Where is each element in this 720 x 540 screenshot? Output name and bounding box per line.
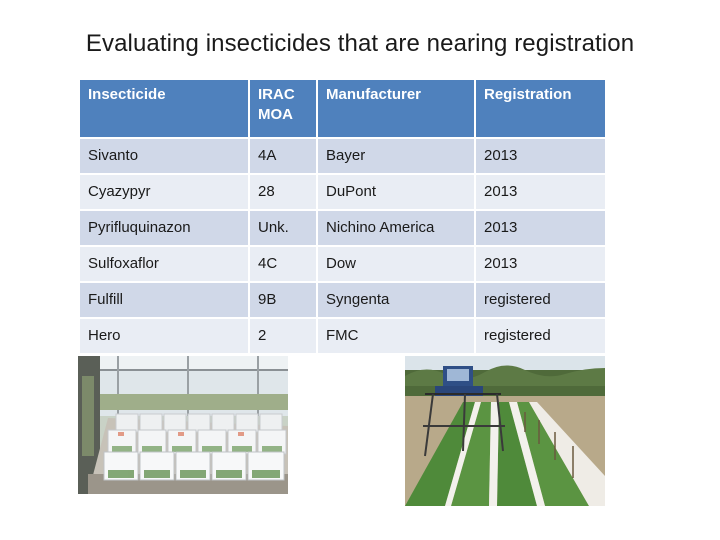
cell-registration: registered: [474, 317, 607, 355]
table-row: Hero 2 FMC registered: [78, 317, 607, 355]
table-row: Sulfoxaflor 4C Dow 2013: [78, 245, 607, 283]
field-sprayer-photo: [405, 356, 605, 506]
cell-manufacturer: Nichino America: [316, 209, 476, 247]
table-row: Pyrifluquinazon Unk. Nichino America 201…: [78, 209, 607, 247]
table-row: Fulfill 9B Syngenta registered: [78, 281, 607, 319]
slide-title: Evaluating insecticides that are nearing…: [85, 30, 635, 57]
insecticide-table: Insecticide IRAC MOA Manufacturer Regist…: [78, 78, 607, 355]
cell-insecticide: Hero: [78, 317, 250, 355]
table-header-row: Insecticide IRAC MOA Manufacturer Regist…: [78, 78, 607, 139]
cell-irac-moa: 9B: [248, 281, 318, 319]
greenhouse-cages-photo: [78, 356, 288, 494]
cell-registration: 2013: [474, 209, 607, 247]
cell-irac-moa: 4C: [248, 245, 318, 283]
cell-manufacturer: Dow: [316, 245, 476, 283]
cell-manufacturer: FMC: [316, 317, 476, 355]
cell-registration: 2013: [474, 245, 607, 283]
header-insecticide: Insecticide: [78, 78, 250, 139]
cell-insecticide: Sivanto: [78, 137, 250, 175]
cell-insecticide: Pyrifluquinazon: [78, 209, 250, 247]
cell-registration: registered: [474, 281, 607, 319]
cell-irac-moa: 2: [248, 317, 318, 355]
cell-insecticide: Sulfoxaflor: [78, 245, 250, 283]
header-registration: Registration: [474, 78, 607, 139]
cell-manufacturer: Syngenta: [316, 281, 476, 319]
cell-insecticide: Fulfill: [78, 281, 250, 319]
cell-irac-moa: 28: [248, 173, 318, 211]
cell-registration: 2013: [474, 173, 607, 211]
cell-manufacturer: DuPont: [316, 173, 476, 211]
cell-irac-moa: Unk.: [248, 209, 318, 247]
cell-registration: 2013: [474, 137, 607, 175]
table-row: Sivanto 4A Bayer 2013: [78, 137, 607, 175]
header-manufacturer: Manufacturer: [316, 78, 476, 139]
header-irac-moa: IRAC MOA: [248, 78, 318, 139]
table-row: Cyazypyr 28 DuPont 2013: [78, 173, 607, 211]
cell-manufacturer: Bayer: [316, 137, 476, 175]
cell-insecticide: Cyazypyr: [78, 173, 250, 211]
cell-irac-moa: 4A: [248, 137, 318, 175]
